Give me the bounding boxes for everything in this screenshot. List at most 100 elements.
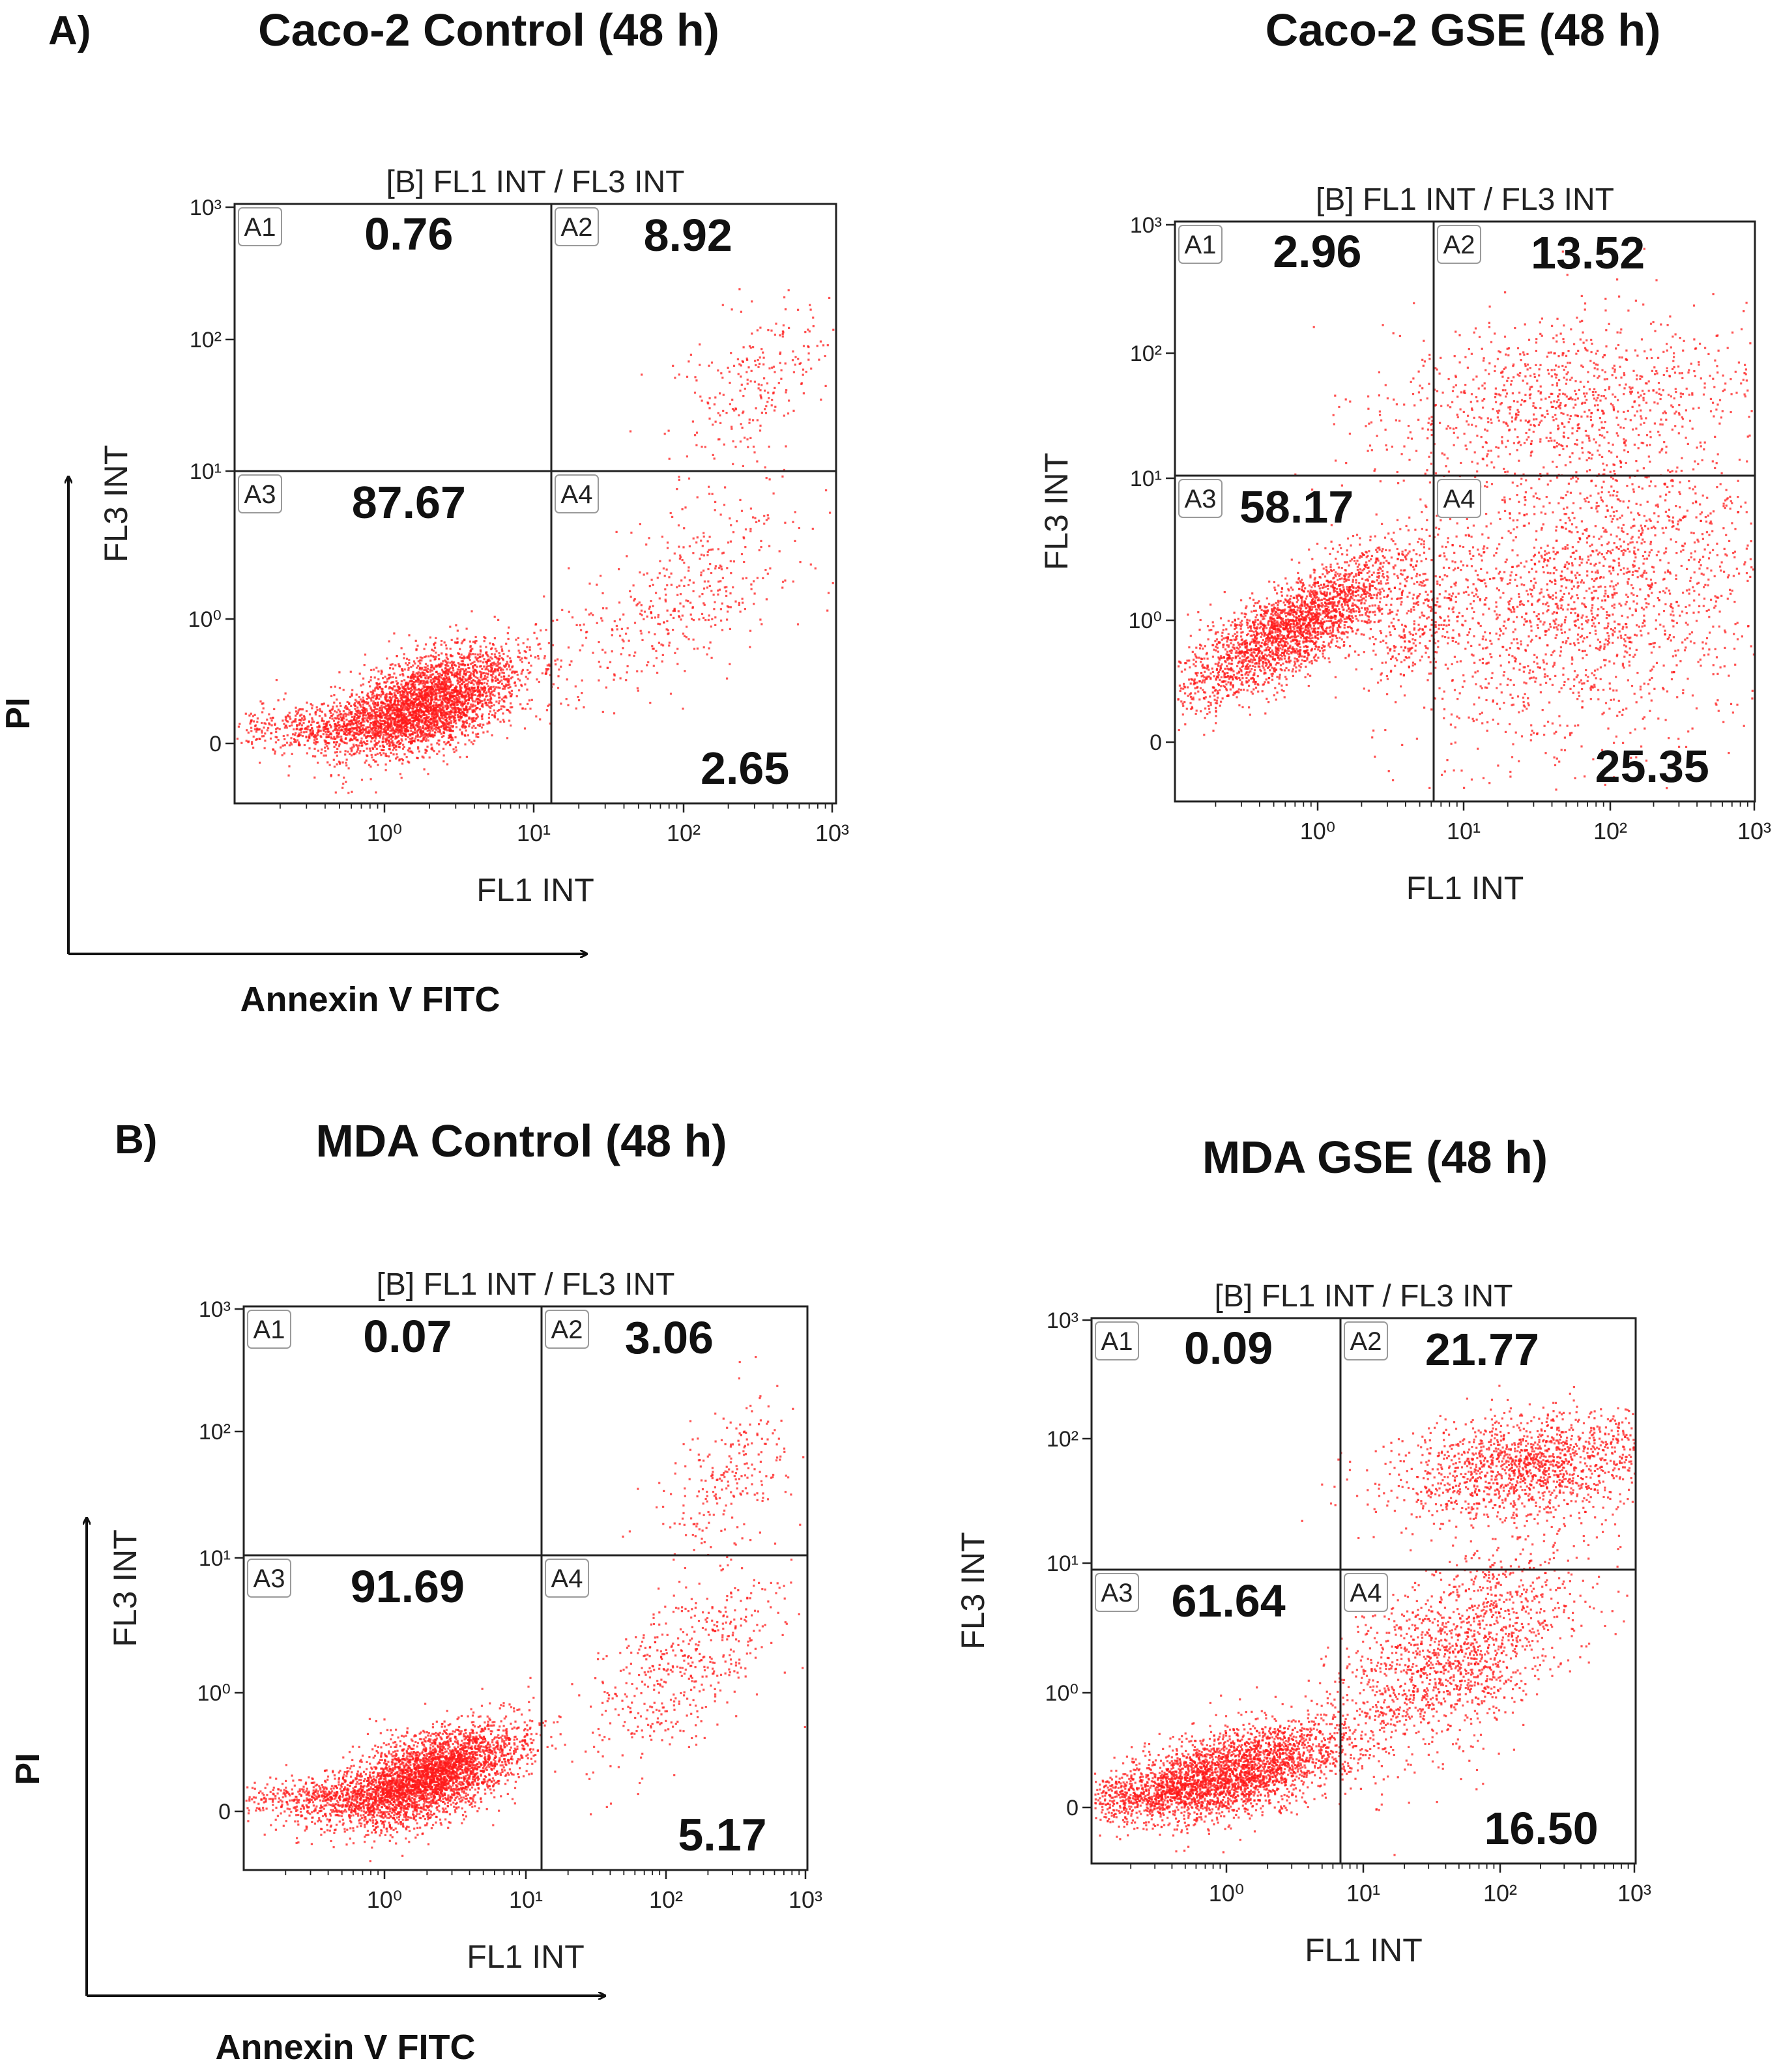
scatter-point — [766, 572, 769, 575]
quadrant-a4: A42.65 — [555, 474, 789, 794]
scatter-point — [421, 706, 424, 708]
scatter-point — [497, 667, 500, 669]
scatter-point — [298, 732, 301, 735]
scatter-point — [347, 751, 349, 753]
scatter-point — [414, 724, 417, 727]
scatter-point — [403, 700, 406, 702]
scatter-point — [450, 738, 453, 741]
scatter-point — [483, 689, 485, 692]
scatter-point — [431, 746, 433, 749]
scatter-point — [328, 710, 331, 712]
scatter-point — [734, 446, 737, 448]
scatter-point — [641, 373, 643, 376]
scatter-point — [327, 730, 330, 734]
scatter-point — [324, 727, 326, 730]
scatter-point — [458, 709, 461, 712]
scatter-point — [332, 758, 335, 761]
scatter-point — [657, 616, 659, 618]
scatter-point — [362, 717, 364, 720]
scatter-point — [423, 768, 426, 771]
scatter-point — [397, 734, 399, 737]
scatter-point — [637, 689, 639, 692]
scatter-point — [432, 704, 435, 706]
scatter-point — [454, 672, 456, 675]
scatter-point — [1293, 664, 1296, 667]
scatter-point — [682, 632, 685, 635]
scatter-point — [710, 590, 713, 592]
scatter-point — [329, 717, 332, 719]
scatter-point — [448, 697, 451, 700]
scatter-point — [305, 730, 308, 733]
scatter-point — [405, 717, 407, 719]
scatter-point — [1277, 612, 1279, 615]
scatter-point — [436, 706, 439, 708]
scatter-point — [426, 674, 428, 677]
scatter-point — [490, 698, 493, 700]
scatter-point — [489, 700, 491, 702]
scatter-point — [677, 524, 680, 526]
scatter-point — [419, 672, 422, 674]
scatter-point — [469, 640, 471, 643]
scatter-point — [351, 790, 353, 793]
scatter-point — [560, 702, 562, 705]
scatter-point — [463, 655, 465, 658]
scatter-point — [684, 576, 686, 579]
scatter-point — [472, 671, 476, 674]
scatter-point — [711, 548, 714, 551]
scatter-point — [713, 608, 716, 611]
scatter-point — [578, 699, 581, 702]
scatter-point — [561, 609, 564, 611]
scatter-point — [694, 434, 697, 437]
scatter-point — [386, 712, 388, 714]
scatter-point — [371, 693, 373, 696]
scatter-point — [802, 373, 804, 376]
scatter-point — [807, 358, 810, 361]
scatter-point — [416, 739, 419, 741]
scatter-point — [420, 680, 422, 683]
scatter-point — [393, 723, 396, 726]
scatter-point — [430, 743, 433, 746]
scatter-point — [465, 699, 468, 702]
quadrant-tag-box — [238, 207, 282, 246]
scatter-point — [390, 729, 394, 732]
scatter-point — [471, 709, 474, 712]
scatter-point — [503, 675, 506, 678]
scatter-point — [472, 700, 474, 702]
scatter-point — [439, 731, 441, 734]
scatter-point — [435, 728, 438, 731]
scatter-point — [373, 727, 375, 729]
scatter-point — [313, 741, 315, 744]
scatter-point — [455, 624, 457, 627]
scatter-point — [1309, 626, 1312, 628]
scatter-point — [548, 703, 551, 706]
scatter-point — [749, 528, 752, 530]
scatter-point — [1305, 607, 1308, 609]
scatter-point — [738, 601, 740, 604]
scatter-point — [656, 577, 659, 579]
scatter-point — [314, 755, 317, 758]
scatter-point — [700, 574, 702, 577]
scatter-point — [1276, 592, 1279, 595]
scatter-point — [508, 650, 510, 652]
scatter-point — [437, 699, 440, 702]
scatter-point — [714, 420, 717, 423]
scatter-point — [376, 730, 379, 732]
scatter-point — [678, 478, 680, 481]
scatter-point — [802, 392, 805, 395]
scatter-point — [736, 520, 738, 523]
scatter-point — [444, 683, 446, 687]
scatter-point — [441, 708, 443, 710]
scatter-point — [410, 738, 413, 740]
scatter-point — [768, 445, 770, 448]
scatter-point — [376, 732, 379, 734]
scatter-point — [457, 673, 460, 676]
scatter-point — [472, 725, 475, 727]
scatter-point — [390, 712, 393, 715]
scatter-point — [308, 734, 311, 737]
scatter-point — [350, 704, 353, 707]
scatter-point — [427, 715, 430, 718]
scatter-point — [378, 694, 381, 697]
scatter-point — [446, 741, 449, 744]
scatter-point — [479, 660, 482, 663]
scatter-point — [1262, 630, 1265, 633]
